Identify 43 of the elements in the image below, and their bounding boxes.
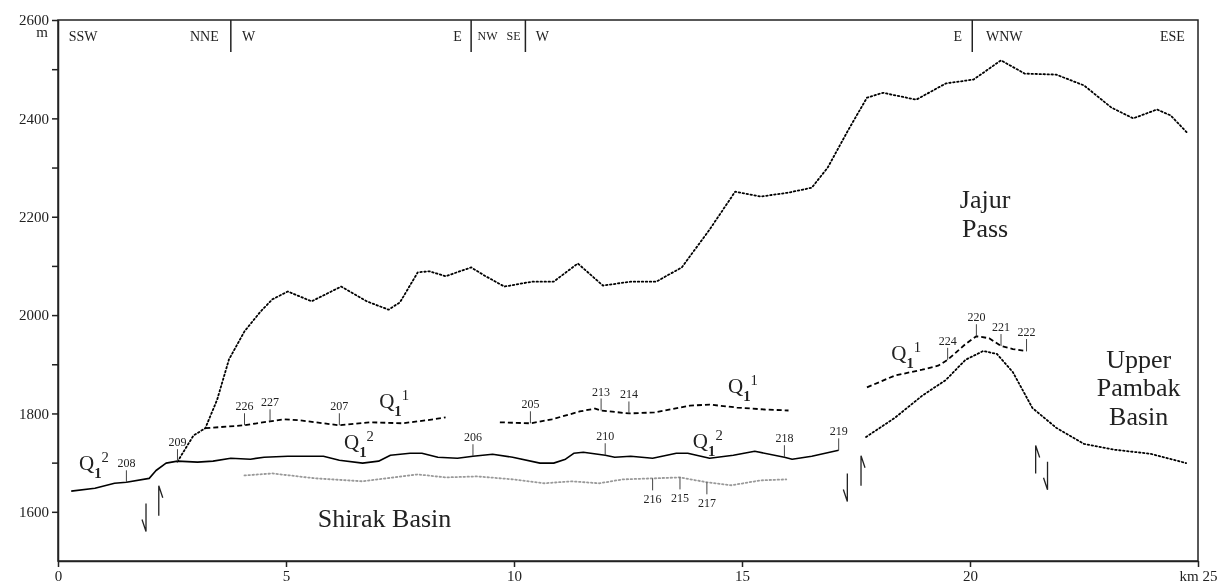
annotation: 207: [330, 399, 349, 414]
annotation: 205: [521, 397, 540, 412]
annotation: 213: [592, 384, 611, 399]
annotation: W: [535, 28, 550, 44]
annotation: W: [242, 28, 256, 44]
annotation: 222: [1017, 324, 1036, 339]
annotation: 215: [670, 491, 689, 506]
annotation: 214: [619, 387, 638, 402]
x-tick-label: 5: [282, 567, 291, 581]
annotation: 208: [117, 456, 136, 471]
y-tick-label: 2000: [19, 307, 49, 324]
x-tick-label: 15: [735, 567, 750, 581]
annotation: 224: [938, 333, 957, 348]
annotation: NNE: [189, 28, 219, 44]
annotation: 206: [463, 430, 482, 445]
y-tick-label: 1800: [19, 405, 49, 422]
annotation: 210: [596, 429, 615, 444]
annotation: 221: [992, 320, 1011, 335]
y-tick-label: 2200: [19, 209, 49, 226]
annotation: Shirak Basin: [317, 503, 452, 533]
annotation: E: [953, 28, 962, 44]
annotation: SE: [506, 28, 521, 43]
annotation: Upper Pambak Basin: [1096, 344, 1181, 432]
annotation: WNW: [985, 28, 1024, 44]
annotation: ESE: [1160, 28, 1185, 44]
annotation: 209: [168, 435, 187, 450]
x-tick-label: 10: [507, 567, 522, 581]
annotation: 227: [261, 395, 280, 410]
annotation: 220: [967, 310, 986, 325]
annotation: 216: [643, 492, 662, 507]
annotation: 226: [235, 399, 254, 414]
x-tick-label: 20: [963, 567, 978, 581]
annotation: NW: [477, 28, 499, 43]
annotation: 218: [775, 431, 794, 446]
x-tick-label: km 25: [1179, 567, 1218, 581]
y-tick-label: 2400: [19, 110, 49, 127]
annotation: 217: [697, 496, 716, 511]
annotation: Jajur Pass: [959, 185, 1011, 243]
annotation: E: [453, 28, 462, 44]
x-tick-label: 0: [54, 567, 63, 581]
y-tick-label: 1600: [19, 504, 49, 521]
annotation: SSW: [68, 28, 99, 44]
annotation: 219: [829, 424, 848, 439]
